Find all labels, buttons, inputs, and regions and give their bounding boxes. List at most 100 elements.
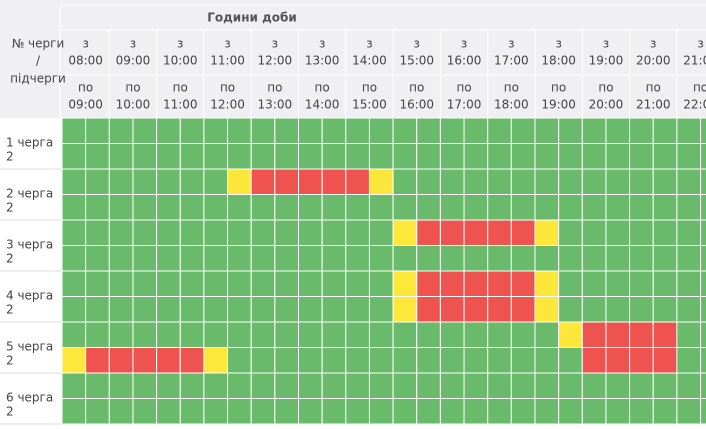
slot-cell — [439, 143, 465, 170]
slot-cell — [463, 270, 489, 297]
slot-cell — [108, 321, 134, 348]
slot-cell — [534, 347, 560, 374]
to-time: 14:00 — [305, 98, 340, 112]
to-prefix: по — [78, 81, 93, 95]
slot-cell — [179, 168, 205, 195]
slot-cell — [274, 347, 300, 374]
to-time: 13:00 — [258, 98, 293, 112]
slot-cell — [85, 296, 110, 323]
slot-cell — [700, 143, 706, 170]
row-header: підчерги — [10, 72, 66, 86]
slot-cell — [629, 321, 654, 348]
slot-cell — [605, 194, 631, 221]
queue-label: 6 черга — [6, 391, 53, 405]
slot-cell — [439, 117, 465, 144]
slot-cell — [298, 398, 323, 425]
slot-cell — [510, 245, 536, 272]
slot-cell — [274, 398, 300, 425]
slot-cell — [676, 245, 702, 272]
slot-cell — [108, 143, 134, 170]
slot-cell — [156, 270, 181, 297]
slot-cell — [203, 245, 229, 272]
slot-cell — [439, 168, 465, 195]
slot-cell — [108, 296, 134, 323]
slot-cell — [487, 398, 512, 425]
slot-cell — [463, 143, 489, 170]
header-background — [0, 0, 706, 118]
slot-cell — [581, 194, 607, 221]
slot-cell — [581, 245, 607, 272]
slot-cell — [108, 372, 134, 399]
slot-cell — [227, 270, 252, 297]
slot-cell — [108, 194, 134, 221]
slot-cell — [700, 194, 706, 221]
slot-cell — [368, 270, 394, 297]
to-time: 21:00 — [636, 98, 671, 112]
to-prefix: по — [598, 81, 613, 95]
slot-cell — [510, 398, 536, 425]
slot-cell — [510, 143, 536, 170]
row-header: № черги — [12, 37, 65, 51]
slot-cell — [156, 347, 181, 374]
slot-cell — [463, 321, 489, 348]
slot-cell — [392, 117, 418, 144]
slot-cell — [345, 168, 370, 195]
slot-cell — [274, 143, 300, 170]
slot-cell — [534, 296, 560, 323]
slot-cell — [392, 168, 418, 195]
slot-cell — [345, 321, 370, 348]
slot-cell — [487, 347, 512, 374]
slot-cell — [652, 117, 678, 144]
slot-cell — [605, 296, 631, 323]
slot-cell — [510, 347, 536, 374]
slot-cell — [274, 194, 300, 221]
slot-cell — [439, 347, 465, 374]
slot-cell — [392, 347, 418, 374]
slot-cell — [321, 398, 347, 425]
slot-cell — [274, 168, 300, 195]
slot-cell — [298, 168, 323, 195]
slot-cell — [345, 194, 370, 221]
slot-cell — [629, 194, 654, 221]
slot-cell — [487, 270, 512, 297]
from-prefix: з — [461, 37, 467, 51]
slot-cell — [250, 321, 276, 348]
queue-label: 5 черга — [6, 340, 53, 354]
slot-cell — [416, 347, 441, 374]
slot-cell — [534, 398, 560, 425]
to-prefix: по — [267, 81, 282, 95]
slot-cell — [321, 219, 347, 246]
slot-cell — [274, 372, 300, 399]
slot-cell — [581, 219, 607, 246]
slot-cell — [416, 372, 441, 399]
from-time: 10:00 — [163, 54, 198, 68]
slot-cell — [85, 117, 110, 144]
slot-cell — [487, 321, 512, 348]
slot-cell — [534, 168, 560, 195]
slot-cell — [605, 398, 631, 425]
to-prefix: по — [409, 81, 424, 95]
slot-cell — [85, 372, 110, 399]
slot-cell — [700, 296, 706, 323]
to-time: 18:00 — [494, 98, 529, 112]
slot-cell — [274, 245, 300, 272]
slot-cell — [676, 347, 702, 374]
to-prefix: по — [220, 81, 235, 95]
from-time: 14:00 — [352, 54, 387, 68]
slot-cell — [676, 296, 702, 323]
slot-cell — [629, 347, 654, 374]
from-time: 08:00 — [68, 54, 103, 68]
slot-cell — [700, 219, 706, 246]
slot-cell — [156, 194, 181, 221]
slot-cell — [85, 398, 110, 425]
slot-cell — [345, 117, 370, 144]
slot-cell — [156, 372, 181, 399]
slot-cell — [534, 143, 560, 170]
slot-cell — [487, 143, 512, 170]
row-header: / — [36, 54, 41, 68]
slot-cell — [676, 219, 702, 246]
slot-cell — [558, 347, 583, 374]
slot-cell — [61, 194, 87, 221]
slot-cell — [85, 321, 110, 348]
slot-cell — [61, 245, 87, 272]
